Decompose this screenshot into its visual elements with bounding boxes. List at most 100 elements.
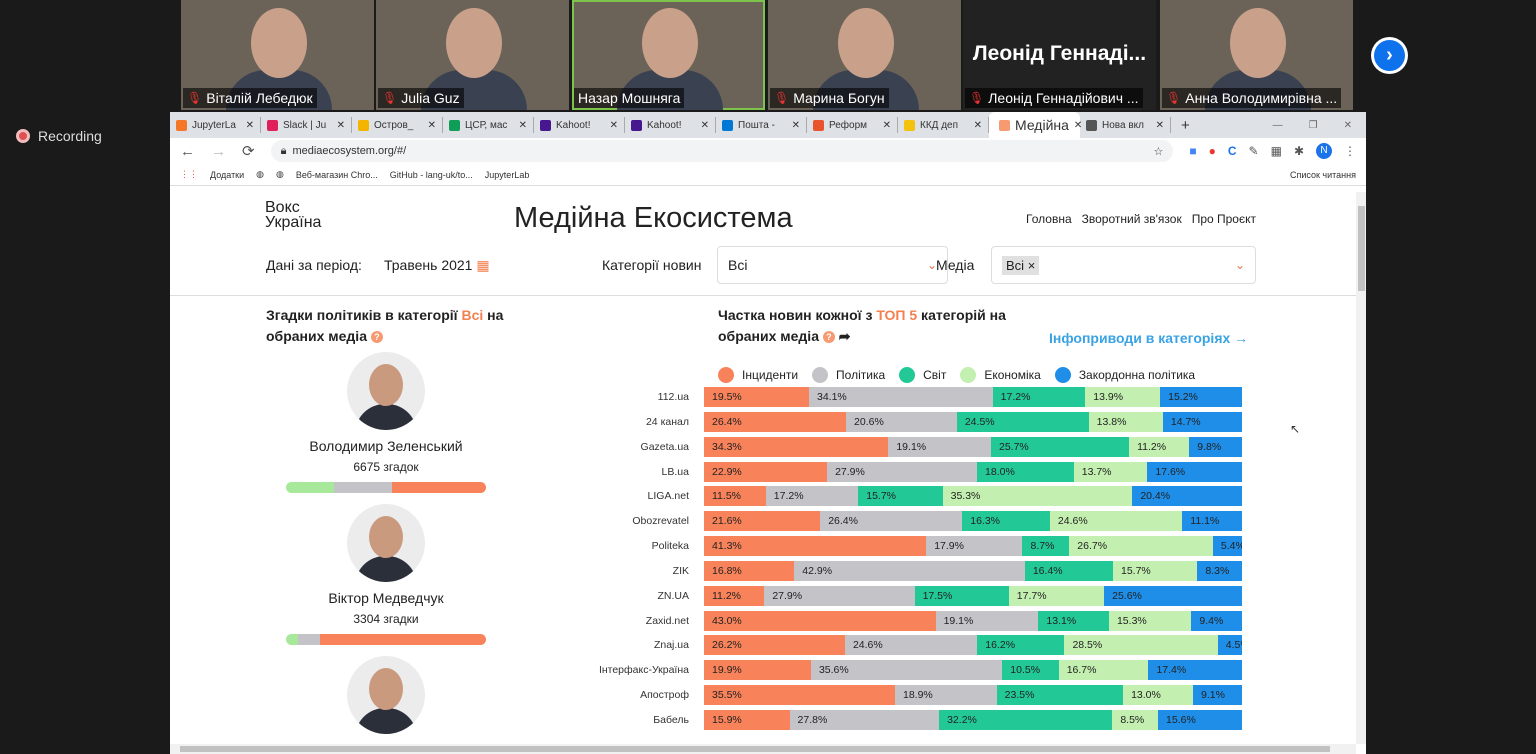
bar-segment-Світ[interactable]: 32.2% — [939, 709, 1113, 730]
translate-icon[interactable]: ■ — [1189, 144, 1197, 158]
qr-icon[interactable]: ▦ — [1270, 144, 1282, 158]
bar-segment-Закордонна-політика[interactable]: 25.6% — [1104, 585, 1242, 606]
bar-segment-Інциденти[interactable]: 41.3% — [704, 536, 927, 557]
bar-segment-Інциденти[interactable]: 19.9% — [704, 660, 811, 681]
browser-tab[interactable]: JupyterLa ✕ — [170, 117, 261, 133]
bar-segment-Економіка[interactable]: 15.3% — [1108, 610, 1192, 631]
bar-segment-Економіка[interactable]: 16.7% — [1058, 660, 1149, 681]
close-window-button[interactable]: ✕ — [1343, 119, 1352, 131]
bookmark-item[interactable]: JupyterLab — [484, 169, 530, 180]
bar-segment-Політика[interactable]: 27.9% — [764, 585, 915, 606]
bar-segment-Світ[interactable]: 16.2% — [977, 635, 1065, 656]
bookmark-item[interactable]: Веб-магазин Chro... — [295, 169, 378, 180]
bar-segment-Політика[interactable]: 34.1% — [809, 387, 993, 407]
next-page-button[interactable]: › — [1371, 37, 1408, 74]
bar-segment-Закордонна-політика[interactable]: 9.4% — [1191, 610, 1242, 631]
browser-tab[interactable]: Остров_ ✕ — [352, 117, 443, 133]
adblock-icon[interactable]: ● — [1208, 144, 1216, 158]
bar-segment-Закордонна-політика[interactable]: 11.1% — [1182, 511, 1242, 532]
bar-segment-Економіка[interactable]: 35.3% — [942, 486, 1133, 507]
bar-segment-Закордонна-політика[interactable]: 17.6% — [1147, 461, 1242, 482]
bar-segment-Політика[interactable]: 20.6% — [846, 411, 957, 432]
close-tab-icon[interactable]: ✕ — [791, 119, 800, 131]
bar-segment-Інциденти[interactable]: 34.3% — [704, 436, 889, 457]
close-tab-icon[interactable]: ✕ — [336, 119, 345, 131]
bar-segment-Політика[interactable]: 17.2% — [765, 486, 859, 507]
bar-segment-Закордонна-політика[interactable]: 20.4% — [1132, 486, 1242, 507]
participant-tile[interactable]: 🎙︎ Julia Guz — [376, 0, 569, 110]
legend-item[interactable]: Закордонна політика — [1054, 367, 1195, 383]
bar-segment-Інциденти[interactable]: 26.4% — [704, 411, 847, 432]
bar-segment-Світ[interactable]: 23.5% — [996, 685, 1124, 706]
remove-icon[interactable]: × — [1027, 257, 1036, 273]
politician-card[interactable] — [286, 656, 486, 734]
help-icon[interactable]: ? — [370, 331, 383, 344]
close-tab-icon[interactable]: ✕ — [700, 119, 709, 131]
bar-segment-Закордонна-політика[interactable]: 15.6% — [1158, 709, 1242, 730]
back-button[interactable]: ← — [180, 142, 195, 160]
restore-button[interactable]: ❐ — [1308, 119, 1318, 131]
bar-segment-Економіка[interactable]: 15.7% — [1112, 560, 1198, 581]
bar-segment-Економіка[interactable]: 11.2% — [1129, 436, 1190, 457]
legend-item[interactable]: Інциденти — [718, 367, 798, 383]
bar-segment-Світ[interactable]: 17.5% — [914, 585, 1009, 606]
bar-segment-Інциденти[interactable]: 11.5% — [704, 486, 766, 507]
bookmark-item[interactable]: GitHub - lang-uk/to... — [389, 169, 473, 180]
media-chip[interactable]: Всі × — [1002, 255, 1040, 275]
bar-segment-Закордонна-політика[interactable]: 9.8% — [1189, 436, 1242, 457]
bar-segment-Інциденти[interactable]: 26.2% — [704, 635, 845, 656]
share-icon[interactable]: ➦ — [838, 328, 851, 344]
bar-segment-Економіка[interactable]: 24.6% — [1049, 511, 1183, 532]
close-tab-icon[interactable]: ✕ — [245, 119, 254, 131]
close-tab-icon[interactable]: ✕ — [518, 119, 527, 131]
bar-segment-Політика[interactable]: 19.1% — [888, 436, 991, 457]
close-tab-icon[interactable]: ✕ — [882, 119, 891, 131]
bar-segment-Політика[interactable]: 24.6% — [844, 635, 978, 656]
reading-list-button[interactable]: Список читання — [1289, 169, 1356, 180]
bar-segment-Економіка[interactable]: 17.7% — [1008, 585, 1105, 606]
browser-tab[interactable]: Пошта - ✕ — [716, 117, 807, 133]
bar-segment-Політика[interactable]: 27.9% — [827, 461, 978, 482]
bar-segment-Інциденти[interactable]: 15.9% — [704, 709, 790, 730]
politician-card[interactable]: Віктор Медведчук 3304 згадки — [286, 504, 486, 645]
participant-tile[interactable]: Леонід Геннаді... 🎙︎ Леонід Геннадійович .… — [963, 0, 1156, 110]
bar-segment-Світ[interactable]: 13.1% — [1038, 610, 1109, 631]
help-icon[interactable]: ? — [822, 331, 835, 344]
bar-segment-Політика[interactable]: 17.9% — [926, 536, 1023, 557]
bar-segment-Світ[interactable]: 10.5% — [1002, 660, 1059, 681]
bar-segment-Світ[interactable]: 25.7% — [990, 436, 1130, 457]
bar-segment-Закордонна-політика[interactable]: 4.5% — [1217, 635, 1242, 656]
browser-tab[interactable]: Kahoot! ✕ — [534, 117, 625, 133]
legend-item[interactable]: Світ — [899, 367, 946, 383]
bar-segment-Закордонна-політика[interactable]: 5.4% — [1212, 536, 1242, 557]
bar-segment-Світ[interactable]: 18.0% — [977, 461, 1074, 482]
globe-icon[interactable]: ◍ — [256, 169, 265, 179]
category-select[interactable]: Всі ⌄ — [717, 246, 948, 284]
browser-tab[interactable]: Kahoot! ✕ — [625, 117, 716, 133]
bar-segment-Світ[interactable]: 8.7% — [1022, 536, 1070, 557]
bar-segment-Економіка[interactable]: 28.5% — [1064, 635, 1218, 656]
profile-avatar[interactable]: N — [1316, 143, 1332, 159]
url-input[interactable]: 🔒︎ mediaecosystem.org/#/ ☆ — [270, 140, 1174, 162]
reload-button[interactable]: ⟳ — [242, 143, 255, 160]
bar-segment-Економіка[interactable]: 13.7% — [1073, 461, 1148, 482]
browser-tab[interactable]: Нова вкл ✕ — [1080, 117, 1171, 133]
participant-tile[interactable]: 🎙︎ Анна Володимирівна ... — [1160, 0, 1353, 110]
bar-segment-Економіка[interactable]: 13.0% — [1123, 685, 1194, 706]
bar-segment-Світ[interactable]: 16.4% — [1024, 560, 1113, 581]
close-tab-icon[interactable]: ✕ — [1073, 119, 1083, 131]
bar-segment-Інциденти[interactable]: 16.8% — [704, 560, 795, 581]
bar-segment-Інциденти[interactable]: 35.5% — [704, 685, 895, 706]
legend-item[interactable]: Політика — [812, 367, 885, 383]
c-extension-icon[interactable]: C — [1227, 144, 1237, 158]
browser-tab[interactable]: ККД деп ✕ — [898, 117, 989, 133]
nav-link[interactable]: Головна — [1026, 212, 1072, 226]
participant-tile[interactable]: 🎙︎ Марина Богун — [768, 0, 961, 110]
bar-segment-Інциденти[interactable]: 21.6% — [704, 511, 821, 532]
close-tab-icon[interactable]: ✕ — [427, 119, 436, 131]
bar-segment-Політика[interactable]: 35.6% — [810, 660, 1003, 681]
bar-segment-Інциденти[interactable]: 11.2% — [704, 585, 765, 606]
close-tab-icon[interactable]: ✕ — [1155, 119, 1164, 131]
menu-icon[interactable]: ⋮ — [1344, 144, 1356, 158]
bar-segment-Світ[interactable]: 15.7% — [858, 486, 943, 507]
